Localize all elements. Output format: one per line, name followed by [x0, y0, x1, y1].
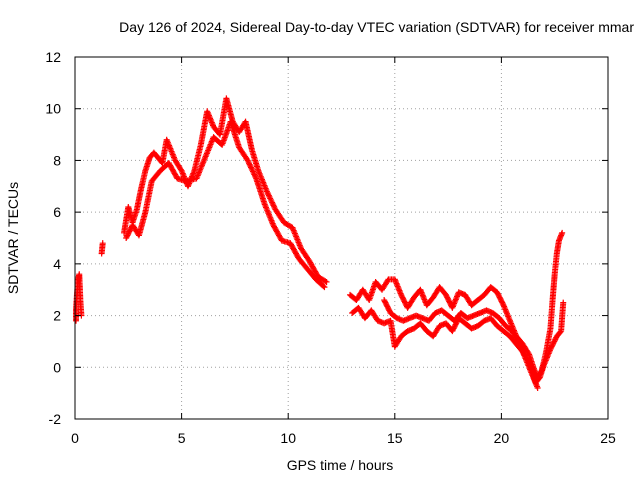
data-point: [250, 169, 257, 176]
data-point: [323, 278, 330, 285]
y-axis-label: SDTVAR / TECUs: [5, 182, 21, 294]
data-point: [559, 229, 566, 236]
y-tick-label: 4: [53, 256, 61, 272]
data-point: [269, 199, 276, 206]
data-point: [252, 174, 259, 181]
data-series: [73, 95, 567, 391]
x-tick-label: 15: [387, 430, 403, 446]
x-tick-label: 25: [600, 430, 616, 446]
data-point: [499, 300, 506, 307]
data-point: [249, 167, 256, 174]
data-point: [269, 200, 276, 207]
data-point: [514, 337, 521, 344]
tick-labels: 0 5 10 15 20 25 -2 0 2 4 6 8 10 12: [45, 49, 616, 446]
y-tick-label: 6: [53, 204, 61, 220]
data-point: [247, 162, 254, 169]
chart-title: Day 126 of 2024, Sidereal Day-to-day VTE…: [119, 19, 634, 35]
data-point: [99, 240, 106, 247]
y-tick-label: 2: [53, 308, 61, 324]
x-tick-label: 0: [71, 430, 79, 446]
ticks: [74, 56, 609, 420]
y-tick-label: 12: [45, 49, 61, 65]
data-point: [247, 164, 254, 171]
data-point: [263, 188, 270, 195]
x-axis-label: GPS time / hours: [287, 457, 394, 473]
data-point: [249, 168, 256, 175]
data-point: [321, 284, 328, 291]
x-tick-label: 20: [494, 430, 510, 446]
data-point: [267, 196, 274, 203]
plot-frame: [74, 56, 609, 420]
data-point: [246, 161, 253, 168]
data-point: [322, 278, 329, 285]
x-tick-label: 5: [178, 430, 186, 446]
data-point: [560, 299, 567, 306]
data-point: [251, 172, 258, 179]
data-point: [244, 157, 251, 164]
y-tick-label: 10: [45, 101, 61, 117]
data-point: [177, 166, 184, 173]
data-point: [271, 203, 278, 210]
data-point: [266, 194, 273, 201]
data-point: [270, 202, 277, 209]
y-tick-label: 8: [53, 152, 61, 168]
data-point: [251, 171, 258, 178]
y-tick-label: 0: [53, 359, 61, 375]
y-tick-label: -2: [49, 411, 62, 427]
data-point: [248, 165, 255, 172]
data-point: [534, 384, 541, 391]
data-point: [320, 283, 327, 290]
data-point: [265, 192, 272, 199]
data-point: [268, 198, 275, 205]
data-point: [264, 189, 271, 196]
x-tick-label: 10: [280, 430, 296, 446]
data-point: [245, 158, 252, 165]
data-point: [267, 195, 274, 202]
data-point: [557, 329, 564, 336]
data-point: [265, 191, 272, 198]
data-point: [246, 160, 253, 167]
